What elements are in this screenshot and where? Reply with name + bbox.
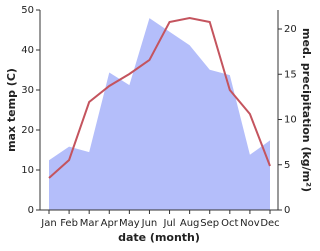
precipitation-area	[49, 18, 270, 211]
y2-tick-label: 5	[284, 160, 290, 171]
y2-tick-label: 0	[284, 205, 290, 216]
y2-axis-label: med. precipitation (kg/m²)	[300, 28, 313, 192]
y2-tick-label: 15	[284, 69, 297, 80]
x-tick-label: Oct	[221, 218, 238, 229]
x-tick-label: Feb	[60, 218, 78, 229]
x-tick-label: Sep	[200, 218, 219, 229]
chart: date (month) max temp (C) med. precipita…	[5, 5, 313, 244]
y-tick-label: 10	[21, 165, 34, 176]
x-tick-label: Jan	[40, 218, 56, 229]
y-tick-label: 40	[21, 45, 34, 56]
y-tick-label: 30	[21, 85, 34, 96]
x-tick-label: Aug	[180, 218, 200, 229]
y2-tick-label: 20	[284, 24, 297, 35]
x-tick-label: May	[119, 218, 140, 229]
y-tick-label: 20	[21, 125, 34, 136]
x-tick-label: Dec	[260, 218, 279, 229]
temperature-line	[48, 16, 271, 179]
x-tick-label: Jul	[163, 218, 176, 229]
x-tick-label: Jun	[141, 218, 158, 229]
y-axis-label: max temp (C)	[5, 68, 18, 152]
x-axis-label: date (month)	[118, 231, 200, 244]
x-tick-label: Mar	[80, 218, 100, 229]
x-tick-label: Nov	[240, 218, 260, 229]
x-tick-label: Apr	[101, 218, 119, 229]
y2-tick-label: 10	[284, 115, 297, 126]
y-tick-label: 50	[21, 5, 34, 16]
y-tick-label: 0	[28, 205, 34, 216]
